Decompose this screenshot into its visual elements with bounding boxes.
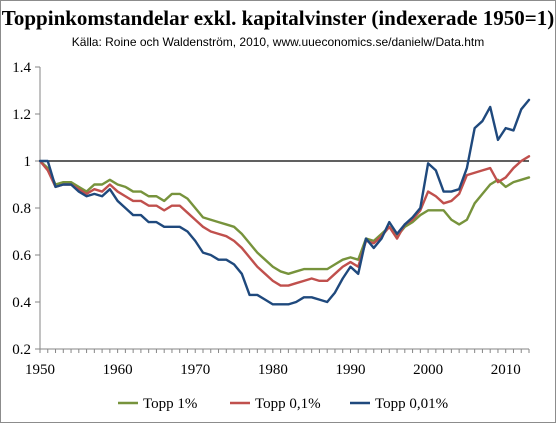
series-line-topp-0-1 (38, 155, 531, 287)
x-tick-label: 1980 (258, 362, 288, 378)
axes: 0.2 0.4 0.6 0.8 1 1.2 1.4 1950 1960 1970 1980 1990 2… (12, 60, 530, 378)
x-tick-label: 1970 (180, 362, 210, 378)
x-tick-label: 2000 (413, 362, 443, 378)
y-tick-label: 0.6 (12, 248, 31, 264)
series-layer (38, 98, 531, 306)
chart-title: Toppinkomstandelar exkl. kapitalvinster … (1, 6, 555, 30)
x-tick-label: 2010 (491, 362, 521, 378)
y-tick-label: 1.2 (12, 107, 31, 123)
legend-label-topp-0-1: Topp 0,1% (255, 396, 321, 412)
x-tick-label: 1950 (25, 362, 55, 378)
chart-subtitle: Källa: Roine och Waldenström, 2010, www.… (71, 35, 485, 49)
series-line-topp-0-01 (38, 98, 531, 306)
legend-label-topp-0-01: Topp 0,01% (375, 396, 448, 412)
y-tick-label: 1 (24, 154, 32, 170)
legend: Topp 1% Topp 0,1% Topp 0,01% (118, 396, 448, 412)
series-line-topp-1 (38, 159, 531, 275)
y-tick-label: 0.4 (12, 295, 31, 311)
y-tick-label: 0.2 (12, 342, 31, 358)
x-tick-label: 1990 (335, 362, 365, 378)
x-tick-label: 1960 (103, 362, 133, 378)
y-tick-label: 1.4 (12, 60, 31, 76)
legend-label-topp-1: Topp 1% (143, 396, 197, 412)
y-tick-label: 0.8 (12, 201, 31, 217)
